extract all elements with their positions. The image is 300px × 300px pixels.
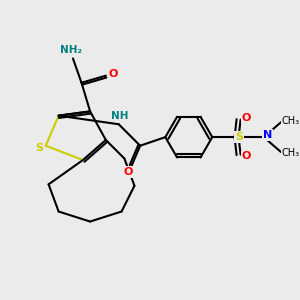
Text: N: N xyxy=(262,130,272,140)
Text: S: S xyxy=(235,132,243,142)
Text: NH₂: NH₂ xyxy=(61,45,82,56)
Text: O: O xyxy=(242,113,251,123)
Text: CH₃: CH₃ xyxy=(282,148,300,158)
Text: S: S xyxy=(35,143,44,153)
Text: O: O xyxy=(124,167,133,177)
Text: CH₃: CH₃ xyxy=(282,116,300,126)
Text: O: O xyxy=(242,151,251,161)
Text: O: O xyxy=(108,69,118,79)
Text: NH: NH xyxy=(111,111,129,121)
